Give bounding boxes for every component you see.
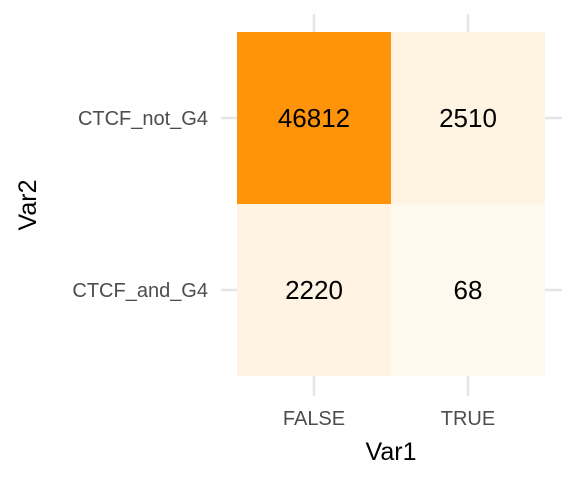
x-tick-label: FALSE — [283, 408, 345, 430]
y-tick-label: CTCF_not_G4 — [78, 108, 208, 130]
cell-value-label: 2220 — [285, 275, 343, 305]
heatmap-cell — [237, 32, 391, 204]
heatmap-cell — [391, 204, 545, 376]
y-tick-label: CTCF_and_G4 — [72, 280, 208, 302]
heatmap-cell — [237, 204, 391, 376]
heatmap-cell — [391, 32, 545, 204]
cell-value-label: 2510 — [439, 103, 497, 133]
cell-value-label: 68 — [454, 275, 483, 305]
cell-value-label: 46812 — [278, 103, 350, 133]
heatmap-cells — [237, 32, 545, 376]
x-tick-label: TRUE — [441, 408, 495, 430]
x-axis-title: Var1 — [366, 438, 417, 466]
cell-value-labels: 46812 2510 2220 68 — [278, 103, 497, 305]
axis-ticks: FALSE TRUE CTCF_not_G4 CTCF_and_G4 — [72, 108, 495, 430]
y-axis-title: Var2 — [14, 180, 42, 231]
